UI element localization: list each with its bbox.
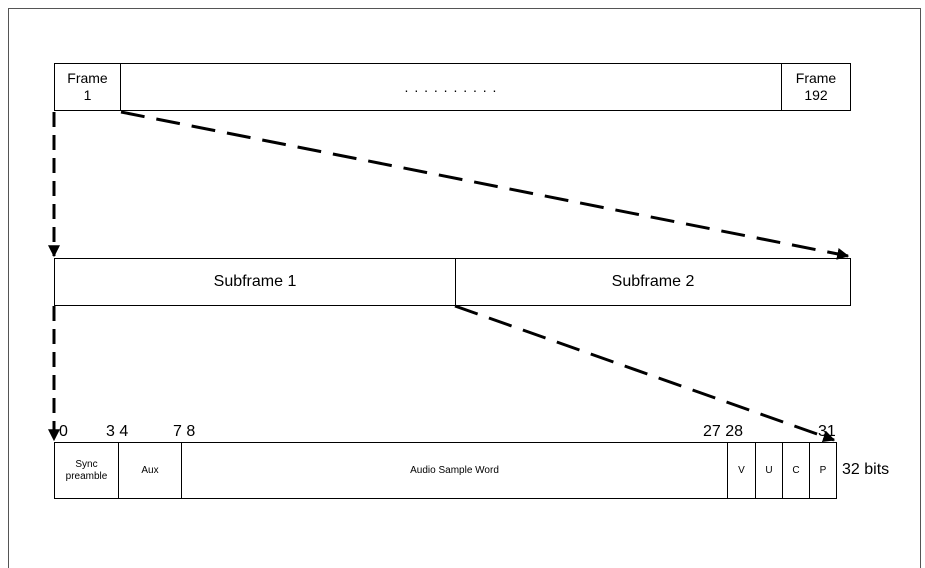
validity-label: V (738, 464, 745, 476)
subframe-1-label: Subframe 1 (213, 273, 297, 290)
user-data-field: U (755, 442, 783, 499)
dashed-arrows (48, 110, 850, 443)
arrow-frame-to-subframe-right (120, 110, 850, 260)
bit-number-3-4: 3 4 (106, 423, 129, 440)
audio-sample-word-field: Audio Sample Word (181, 442, 728, 499)
bit-number-27-28: 27 28 (703, 423, 744, 440)
frame-192-box: Frame 192 (781, 63, 851, 111)
bit-number-0: 0 (59, 423, 68, 440)
parity-label: P (819, 464, 827, 476)
aux-field: Aux (118, 442, 182, 499)
ellipsis-dots: . . . . . . . . . . (404, 78, 498, 95)
frame-192-label: Frame 192 (795, 70, 837, 103)
parity-field: P (809, 442, 837, 499)
diagram-canvas: Frame 1 . . . . . . . . . . Frame 192 Su… (8, 8, 921, 568)
frames-middle-box: . . . . . . . . . . (120, 63, 782, 111)
aux-label: Aux (141, 464, 159, 476)
audio-sample-word-label: Audio Sample Word (410, 464, 499, 476)
frame-1-label: Frame 1 (67, 70, 108, 103)
total-bits-label: 32 bits (842, 461, 890, 478)
sync-preamble-label: Sync preamble (65, 458, 108, 482)
validity-field: V (727, 442, 756, 499)
subframe-2-label: Subframe 2 (611, 273, 695, 290)
frame-1-box: Frame 1 (54, 63, 121, 111)
bit-number-7-8: 7 8 (173, 423, 196, 440)
user-data-label: U (765, 464, 773, 476)
sync-preamble-field: Sync preamble (54, 442, 119, 499)
outer-border (8, 8, 921, 568)
subframe-2-box: Subframe 2 (455, 258, 851, 306)
channel-status-label: C (792, 464, 800, 476)
channel-status-field: C (782, 442, 810, 499)
arrow-subframe-to-bits-right (454, 304, 836, 443)
